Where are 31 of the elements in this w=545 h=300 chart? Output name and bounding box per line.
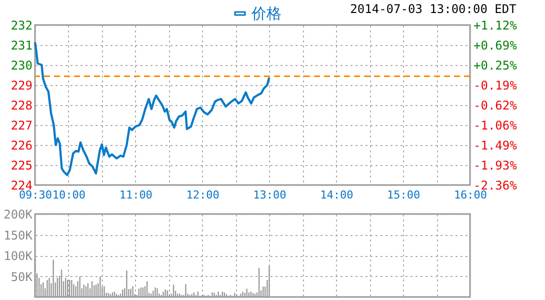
x-tick-label: 14:00 [320,188,354,202]
y-tick-label: 226 [10,138,32,152]
y-tick-label: 150K [4,228,34,242]
y2-tick-label: +0.69% [474,38,518,52]
x-tick-label: 16:00 [454,188,488,202]
y2-tick-label: -0.19% [474,78,518,93]
y-tick-label: 231 [10,38,32,52]
y-tick-label: 200K [4,208,34,222]
y2-tick-label: +1.12% [474,18,518,32]
y-tick-label: 230 [10,58,32,72]
y-tick-label: 225 [10,158,32,172]
chart-subtitle: 2014-07-03 13:00:00 EDT [350,2,516,16]
x-tick-label: 12:00 [186,188,220,202]
x-tick-label: 09:30 [18,188,52,202]
y2-tick-label: -1.49% [474,138,518,152]
y-tick-label: 50K [10,270,34,284]
y2-tick-label: -1.93% [474,158,518,173]
y-tick-label: 100K [4,249,34,263]
y-tick-label: 232 [10,18,32,32]
x-tick-label: 11:00 [119,188,152,202]
y-tick-label: 227 [10,118,32,132]
legend-label: 价格 [250,4,282,22]
x-tick-label: 13:00 [253,188,286,202]
y2-tick-label: -0.62% [474,98,518,112]
y2-tick-label: +0.25% [474,58,518,72]
y-tick-label: 229 [10,78,32,92]
y2-tick-label: -1.06% [474,118,518,133]
x-tick-label: 10:00 [52,188,86,202]
x-tick-label: 15:00 [387,188,420,202]
line-series [34,41,270,176]
y-tick-label: 228 [10,98,32,112]
